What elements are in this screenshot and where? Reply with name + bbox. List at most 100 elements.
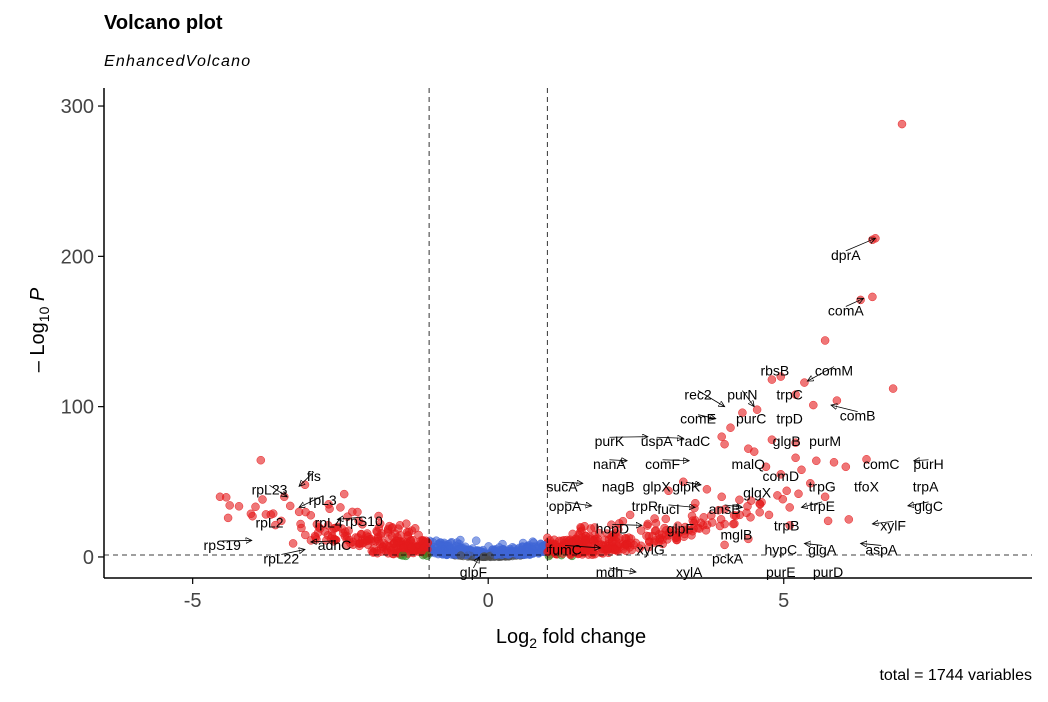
data-point: [589, 536, 598, 545]
label-connector: [562, 482, 583, 483]
data-point: [285, 501, 295, 511]
data-point: [590, 549, 600, 559]
data-point: [388, 523, 397, 532]
data-point: [650, 514, 659, 523]
point-label: oppA: [549, 498, 582, 514]
point-label: fucI: [657, 501, 680, 517]
point-label: glpF: [667, 520, 694, 536]
data-point: [398, 551, 408, 560]
data-point: [687, 511, 697, 521]
data-point: [791, 453, 800, 463]
data-point: [367, 546, 377, 556]
point-label: comD: [763, 468, 800, 484]
point-label: trpC: [776, 387, 802, 403]
data-point: [417, 547, 426, 556]
point-label: comE: [680, 411, 716, 427]
data-point: [336, 503, 345, 512]
chart-caption: total = 1744 variables: [879, 667, 1032, 684]
data-point: [223, 513, 233, 523]
point-label: mglB: [721, 526, 753, 542]
label-connector: [686, 482, 701, 484]
point-label: glpX: [643, 478, 672, 494]
data-point: [301, 530, 310, 540]
label-connector: [269, 484, 288, 497]
point-label: glgA: [808, 541, 837, 557]
data-point: [456, 551, 466, 560]
y-tick-label: 200: [61, 246, 94, 268]
data-point: [844, 515, 854, 524]
data-point: [256, 455, 266, 465]
label-connector: [222, 540, 252, 541]
label-connector: [801, 501, 823, 508]
x-tick-label: -5: [184, 590, 202, 612]
point-label: radC: [680, 433, 710, 449]
data-point: [650, 526, 660, 536]
point-label: trpD: [776, 411, 802, 427]
label-connector: [656, 437, 684, 438]
data-point: [603, 544, 613, 553]
data-point: [670, 526, 680, 536]
label-connector: [872, 521, 894, 523]
data-point: [524, 549, 534, 559]
point-label: trpG: [809, 478, 836, 494]
data-point: [277, 516, 286, 526]
point-label: purC: [736, 411, 766, 427]
data-point: [809, 400, 818, 410]
y-tick-label: 0: [83, 547, 94, 569]
x-tick-label: 0: [483, 590, 494, 612]
label-connector: [831, 405, 858, 413]
label-connector: [845, 238, 876, 252]
data-point: [354, 516, 363, 525]
point-label: nagB: [602, 478, 635, 494]
data-point: [742, 508, 751, 518]
data-point: [339, 489, 349, 499]
data-point: [806, 479, 815, 488]
point-label: rpL22: [263, 550, 299, 566]
data-point: [841, 462, 851, 472]
point-label: glpK: [672, 478, 701, 494]
data-point: [375, 519, 385, 529]
data-point: [349, 540, 358, 549]
data-point: [764, 510, 774, 520]
data-point: [580, 521, 589, 531]
label-connector: [564, 501, 592, 506]
label-connector: [281, 549, 305, 555]
data-point: [785, 521, 794, 530]
data-point: [720, 540, 729, 550]
point-label: trpE: [809, 498, 835, 514]
data-point: [372, 527, 382, 537]
data-point: [324, 500, 333, 509]
point-label: glgB: [773, 433, 801, 449]
data-point: [600, 535, 610, 544]
point-label: mdh: [596, 564, 623, 580]
data-point: [729, 519, 738, 529]
cutoff-lines: [104, 88, 1032, 578]
label-connector: [612, 524, 642, 525]
point-label: comF: [645, 456, 680, 472]
point-label: purM: [809, 433, 841, 449]
point-label: nanA: [593, 456, 626, 472]
point-label: comM: [815, 363, 853, 379]
point-label: trpR: [632, 498, 658, 514]
data-point: [797, 465, 806, 475]
data-point: [410, 524, 420, 533]
point-label: fumC: [548, 541, 581, 557]
data-point: [720, 439, 729, 449]
data-point: [323, 520, 333, 530]
label-connector: [565, 545, 600, 547]
data-point: [471, 536, 481, 545]
point-label: glpF: [460, 564, 487, 580]
data-point: [782, 486, 791, 496]
data-point: [776, 470, 786, 479]
data-point: [432, 536, 441, 545]
data-point: [294, 507, 304, 517]
data-point: [288, 539, 298, 548]
data-point: [823, 516, 833, 526]
data-point: [485, 552, 494, 561]
label-connector: [609, 567, 636, 572]
label-connector: [861, 543, 882, 545]
data-point: [393, 532, 402, 542]
label-connector: [662, 460, 690, 461]
point-label: adhC: [318, 537, 351, 553]
